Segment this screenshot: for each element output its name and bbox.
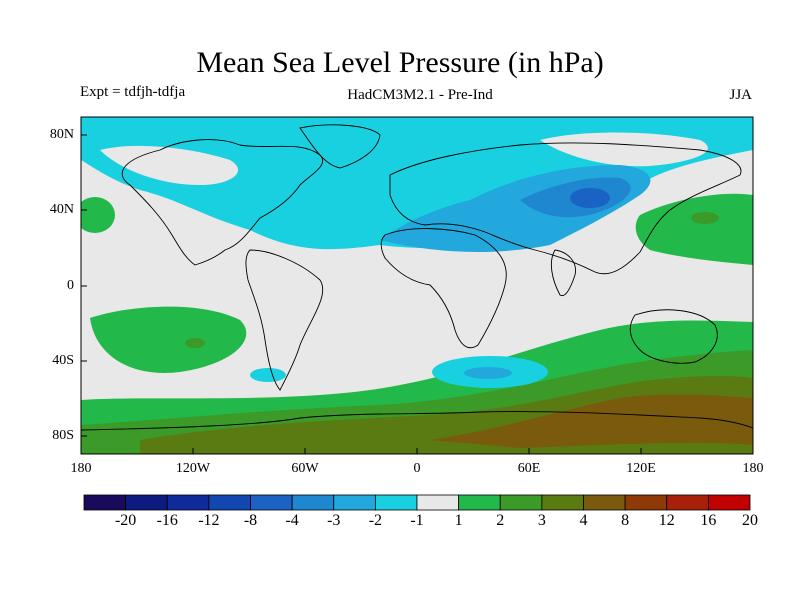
lat-label-40n: 40N [49, 202, 74, 217]
colorbar-swatch [250, 494, 293, 511]
field-neg4-core [570, 188, 610, 208]
lon-label-60e: 60E [517, 461, 541, 476]
field-neg2-south-atlantic [464, 367, 512, 379]
lat-label-80n: 80N [49, 127, 74, 142]
season-label: JJA [729, 87, 752, 103]
lat-label-40s: 40S [52, 353, 74, 368]
colorbar-label: -12 [198, 512, 220, 529]
field-pos2-pacific-core [185, 338, 205, 348]
colorbar-swatch [333, 494, 376, 511]
field-neutral-arctic [100, 145, 239, 185]
field-pos1-ne-pacific [81, 197, 115, 233]
colorbar-label: -8 [243, 512, 258, 529]
colorbar-label: -2 [368, 512, 383, 529]
colorbar-label: 4 [579, 512, 588, 529]
experiment-label: Expt = tdfjh-tdfja [80, 84, 186, 100]
colorbar-label: 8 [621, 512, 630, 529]
colorbar-swatch [499, 494, 543, 511]
colorbar-label: 1 [454, 512, 463, 529]
colorbar-label: 2 [496, 512, 505, 529]
colorbar-swatch [666, 494, 709, 511]
lon-label-60w: 60W [291, 461, 319, 476]
coastlines [81, 124, 753, 431]
colorbar-label: -3 [327, 512, 341, 529]
colorbar-swatch [707, 494, 751, 511]
colorbar-label: -1 [410, 512, 424, 529]
lat-label-80s: 80S [52, 428, 74, 443]
colorbar-swatch [208, 494, 251, 511]
field-pos4-south [430, 394, 753, 448]
colorbar-swatch [83, 494, 127, 511]
field-neutral-siberia [540, 132, 708, 167]
model-label: HadCM3M2.1 - Pre-Ind [347, 87, 493, 103]
colorbar-label: -4 [285, 512, 299, 529]
colorbar-swatch [416, 494, 460, 511]
colorbar-label: 3 [537, 512, 546, 529]
colorbar-swatch [291, 494, 335, 511]
field-pos1-nw-pacific [635, 193, 753, 265]
colorbar-label: 16 [700, 512, 717, 529]
colorbar-label: -20 [114, 512, 137, 529]
lon-label-180-left: 180 [70, 461, 92, 476]
colorbar-label: 20 [742, 512, 758, 529]
colorbar-swatch [624, 494, 668, 511]
lon-label-0: 0 [413, 461, 421, 476]
colorbar-label: 12 [658, 512, 675, 529]
field-pos2-nw-pacific [691, 212, 719, 224]
axis-ticks [81, 134, 642, 454]
lon-label-180-right: 180 [742, 461, 764, 476]
colorbar-swatch [125, 494, 168, 511]
chart-title: Mean Sea Level Pressure (in hPa) [196, 46, 604, 79]
field-pos1-south-pacific [90, 306, 247, 373]
lat-label-0: 0 [67, 278, 74, 293]
colorbar-label: -16 [156, 512, 178, 529]
colorbar-swatch [374, 494, 418, 511]
lon-label-120e: 120E [626, 461, 656, 476]
colorbar-swatch [458, 494, 501, 511]
colorbar-swatch [541, 494, 584, 511]
colorbar [83, 494, 751, 511]
colorbar-swatch [166, 494, 210, 511]
colorbar-swatch [583, 494, 626, 511]
lon-label-120w: 120W [175, 461, 211, 476]
field-neg1-south-pacific [250, 368, 286, 382]
